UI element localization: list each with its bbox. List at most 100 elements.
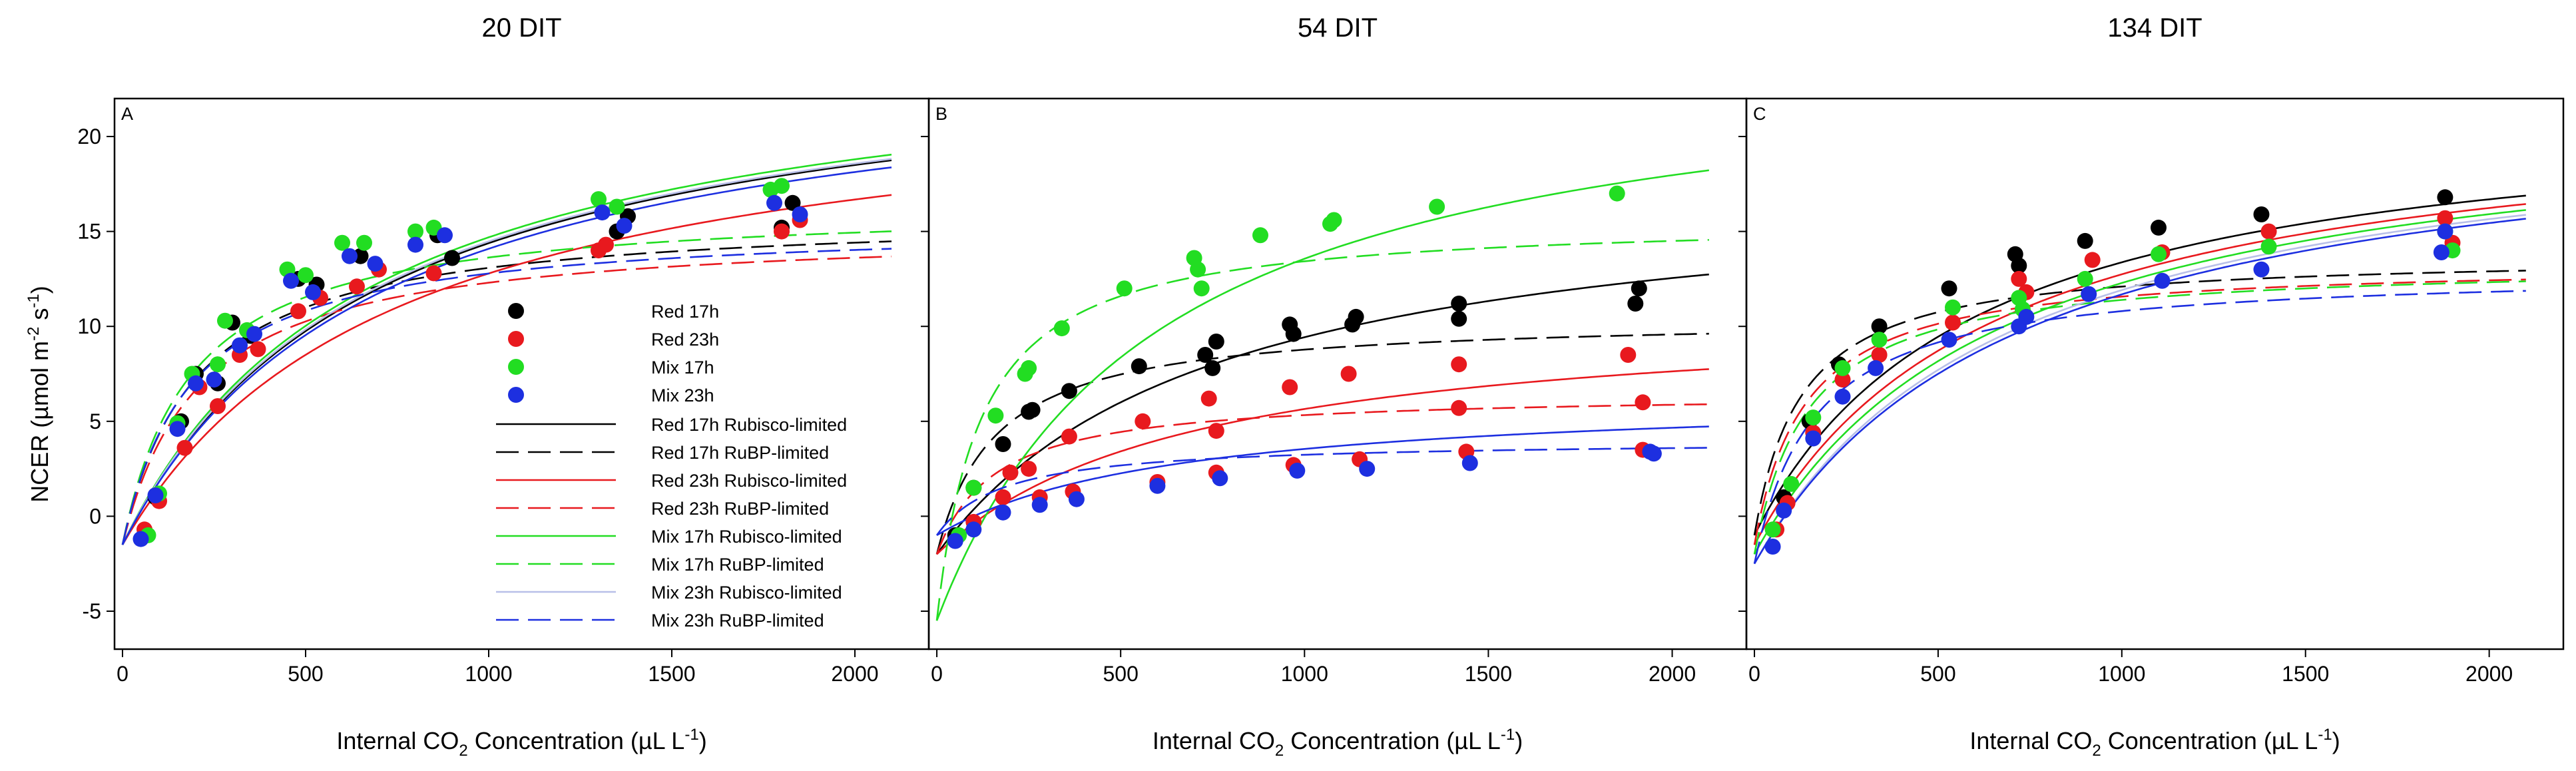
point-red23 bbox=[1282, 379, 1298, 395]
point-mix23 bbox=[132, 531, 149, 547]
point-red23 bbox=[1834, 372, 1851, 388]
point-red23 bbox=[2084, 252, 2101, 268]
plot-frame bbox=[1745, 97, 2565, 650]
curve-mix23-rubp-limited bbox=[121, 248, 892, 545]
point-red23 bbox=[1002, 464, 1019, 481]
point-red23 bbox=[2011, 270, 2027, 287]
point-mix17 bbox=[1252, 227, 1268, 244]
legend-label: Red 23h Rubisco-limited bbox=[651, 471, 847, 491]
point-red23 bbox=[349, 278, 365, 295]
point-red23 bbox=[1635, 394, 1651, 411]
point-mix23 bbox=[1645, 445, 1662, 462]
point-mix17 bbox=[356, 234, 372, 251]
legend-marker-mix17 bbox=[508, 359, 524, 375]
point-mix17 bbox=[1764, 521, 1781, 538]
point-mix23 bbox=[766, 194, 782, 211]
point-red17 bbox=[352, 248, 369, 264]
point-red23 bbox=[1620, 347, 1637, 363]
point-mix17 bbox=[407, 223, 423, 240]
panel-letter: B bbox=[935, 104, 947, 124]
curve-mix17-rubp-limited bbox=[1753, 280, 2526, 555]
point-mix23 bbox=[616, 218, 633, 234]
point-red23 bbox=[598, 236, 614, 253]
point-red23 bbox=[176, 439, 193, 456]
panel-title: 20 DIT bbox=[481, 13, 561, 43]
fitted-curves bbox=[935, 169, 1709, 621]
point-red17 bbox=[1631, 280, 1647, 297]
x-tick-label: 500 bbox=[288, 662, 323, 686]
point-mix17 bbox=[217, 312, 233, 329]
point-mix17 bbox=[1945, 299, 1961, 316]
x-tick-label: 2000 bbox=[1649, 662, 1696, 686]
point-mix23 bbox=[2081, 286, 2097, 302]
point-mix23 bbox=[206, 372, 222, 388]
point-red17 bbox=[1941, 280, 1957, 297]
point-mix23 bbox=[1289, 462, 1306, 479]
point-mix23 bbox=[594, 204, 611, 221]
point-mix17 bbox=[1021, 360, 1037, 376]
point-red23 bbox=[995, 489, 1011, 505]
point-red17 bbox=[1451, 310, 1467, 327]
point-red17 bbox=[1871, 318, 1888, 335]
point-red23 bbox=[1208, 423, 1224, 439]
x-axis-label: Internal CO2 Concentration (µL L-1) bbox=[336, 726, 706, 760]
point-mix23 bbox=[965, 521, 982, 538]
curve-red23-rubisco-limited bbox=[121, 194, 892, 545]
point-mix23 bbox=[1941, 332, 1957, 348]
point-mix23 bbox=[1031, 497, 1048, 513]
point-mix17 bbox=[1193, 280, 1210, 297]
curve-mix23-rubisco-limited bbox=[121, 158, 892, 545]
legend-label: Mix 17h RuBP-limited bbox=[651, 555, 824, 575]
x-tick-label: 1500 bbox=[1465, 662, 1512, 686]
point-mix23 bbox=[342, 248, 358, 264]
point-mix23 bbox=[2253, 261, 2270, 278]
panel-letter: A bbox=[121, 104, 133, 124]
point-red17 bbox=[2151, 219, 2167, 236]
point-mix23 bbox=[246, 326, 262, 342]
point-red23 bbox=[250, 341, 266, 358]
point-mix17 bbox=[334, 234, 350, 251]
point-mix23 bbox=[995, 504, 1011, 521]
point-mix23 bbox=[2437, 223, 2453, 240]
x-tick-label: 500 bbox=[1920, 662, 1955, 686]
curve-mix23-rubp-limited bbox=[935, 447, 1709, 536]
point-mix23 bbox=[1359, 461, 1376, 477]
point-mix17 bbox=[965, 479, 982, 496]
point-mix17 bbox=[1053, 320, 1070, 337]
legend-label: Red 17h RuBP-limited bbox=[651, 443, 829, 463]
point-red23 bbox=[1200, 390, 1217, 407]
curve-red17-rubp-limited bbox=[935, 332, 1709, 555]
panel-title: 134 DIT bbox=[2107, 13, 2202, 43]
point-mix23 bbox=[283, 272, 299, 289]
point-red17 bbox=[444, 250, 460, 266]
legend-label: Mix 23h RuBP-limited bbox=[651, 611, 824, 631]
curve-red17-rubisco-limited bbox=[121, 159, 892, 545]
point-mix23 bbox=[1776, 502, 1792, 519]
point-mix23 bbox=[1764, 539, 1781, 555]
curve-mix17-rubisco-limited bbox=[935, 169, 1709, 621]
point-mix23 bbox=[169, 421, 186, 437]
point-red17 bbox=[1197, 347, 1214, 363]
curve-red17-rubisco-limited bbox=[1753, 194, 2526, 536]
x-tick-label: 0 bbox=[1748, 662, 1760, 686]
point-mix23 bbox=[188, 375, 204, 391]
point-mix17 bbox=[1805, 409, 1822, 426]
point-mix23 bbox=[1212, 470, 1228, 487]
data-points bbox=[132, 178, 808, 547]
point-red17 bbox=[1344, 316, 1361, 333]
curve-mix23-rubp-limited bbox=[1753, 290, 2526, 564]
point-mix17 bbox=[210, 356, 226, 373]
x-axis-label: Internal CO2 Concentration (µL L-1) bbox=[1153, 726, 1523, 760]
y-tick-label: 5 bbox=[89, 409, 101, 433]
point-red23 bbox=[1135, 413, 1151, 429]
data-points bbox=[1764, 189, 2461, 555]
point-red23 bbox=[774, 223, 790, 240]
point-red23 bbox=[2437, 210, 2453, 226]
point-red17 bbox=[1131, 358, 1147, 375]
x-tick-label: 1000 bbox=[1281, 662, 1328, 686]
point-red17 bbox=[1204, 360, 1221, 376]
curve-red23-rubp-limited bbox=[935, 403, 1709, 555]
point-mix23 bbox=[147, 487, 164, 503]
point-red17 bbox=[1208, 334, 1224, 350]
